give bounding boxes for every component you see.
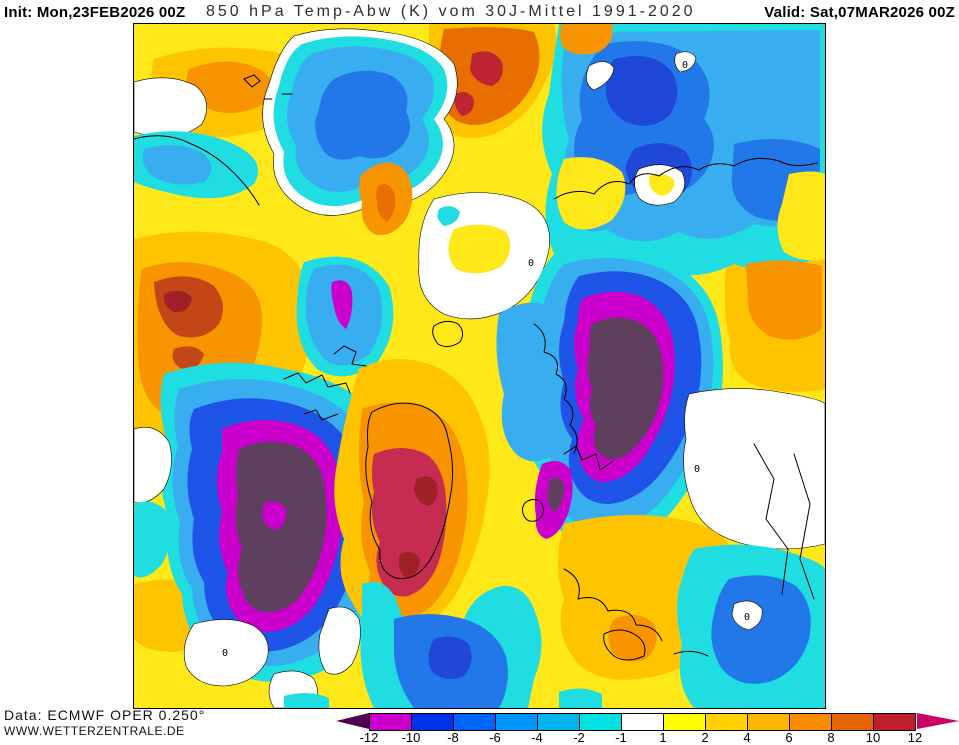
map-title: 850 hPa Temp-Abw (K) vom 30J-Mittel 1991… [206,3,696,20]
colorbar-tick-label: 10 [865,730,881,745]
zero-label: 0 [744,612,750,623]
colorbar-tick-label: 8 [827,730,835,745]
colorbar-tick-label: -8 [447,730,459,745]
cold-region-top-center [262,28,458,216]
colorbar-cell [370,714,412,730]
colorbar-tick-label: 6 [785,730,793,745]
warm-core-greenland [334,359,490,629]
anomaly-map: 0 0 0 0 0 [133,23,826,709]
zero-band-east-europe [683,388,825,550]
zero-region-pole [418,192,550,320]
colorbar-cell [412,714,454,730]
warm-ridge-mid-top [359,162,413,235]
colorbar-tick-label: -1 [615,730,627,745]
warm-spot-top-center [426,24,557,139]
zero-label: 0 [694,464,700,475]
colorbar-cell [790,714,832,730]
anomaly-map-svg: 0 0 0 0 0 [134,24,825,708]
zero-label: 0 [682,60,688,71]
colorbar-tick-label: -4 [531,730,543,745]
colorbar-tick-label: 1 [659,730,667,745]
colorbar-cell [706,714,748,730]
colorbar-tick-label: 12 [907,730,923,745]
cold-core-canada [134,362,407,682]
cold-core-scandinavia-russia [496,247,723,546]
cold-arc-arctic-canada [296,256,394,377]
colorbar-cell [748,714,790,730]
colorbar-cell [538,714,580,730]
colorbar-cell [622,714,664,730]
colorbar-cell [832,714,874,730]
colorbar-tick-label: 4 [743,730,751,745]
colorbar-tick-label: -12 [359,730,379,745]
cold-region-bottom-center [318,581,602,708]
colorbar [369,713,916,731]
colorbar-left-arrow [336,713,369,729]
colorbar-cell [454,714,496,730]
colorbar-right-arrow [917,713,959,729]
colorbar-tick-label: -2 [573,730,585,745]
colorbar-cell [664,714,706,730]
colorbar-tick-label: -6 [489,730,501,745]
colorbar-tick-label: -10 [401,730,421,745]
website-label: WWW.WETTERZENTRALE.DE [4,724,185,738]
cold-region-topleft-sea [134,77,259,199]
coastlines [134,74,818,661]
init-time-label: Init: Mon,23FEB2026 00Z [4,4,186,21]
colorbar-cell [874,714,915,730]
zero-region-bottom-left [183,619,329,708]
valid-time-label: Valid: Sat,07MAR2026 00Z [764,4,955,21]
cold-region-top-right [542,24,825,277]
cold-region-bottom-right [677,544,825,708]
colorbar-tick-label: 2 [701,730,709,745]
zero-contour-labels: 0 0 0 0 0 [222,60,750,659]
colorbar-cell [496,714,538,730]
colorbar-cell [580,714,622,730]
data-source-label: Data: ECMWF OPER 0.250° [4,707,206,723]
zero-label: 0 [222,648,228,659]
warm-band-right [746,260,822,340]
zero-label: 0 [528,258,534,269]
